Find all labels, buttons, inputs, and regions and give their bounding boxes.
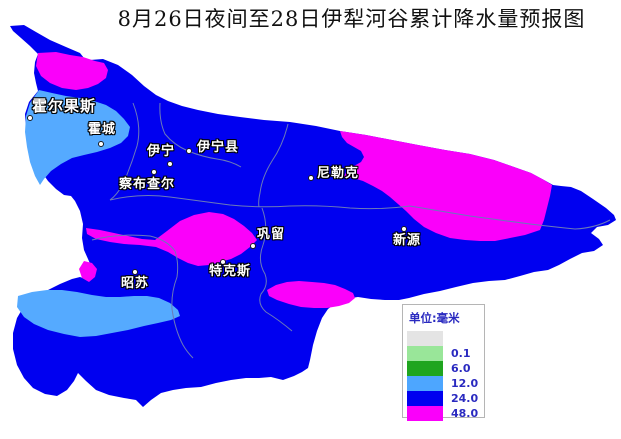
city-label-yiningxian: 伊宁县 [197, 140, 240, 155]
county-boundary-line [91, 234, 194, 359]
city-marker-dot [27, 115, 33, 121]
county-boundaries [91, 102, 611, 359]
city-marker-dot [151, 169, 157, 175]
county-boundary-line [259, 207, 293, 332]
city-marker-dot [186, 148, 192, 154]
legend-swatch-24.0 [407, 391, 443, 406]
city-label-xinyuan: 新源 [393, 233, 422, 248]
city-label-tekesi: 特克斯 [209, 264, 252, 279]
legend-value: 6.0 [451, 362, 471, 375]
city-label-gongliu: 巩留 [257, 227, 286, 242]
city-marker-dot [220, 259, 226, 265]
county-boundary-line [109, 195, 611, 230]
legend-swatch-0.1 [407, 346, 443, 361]
city-markers [27, 115, 407, 275]
legend-row: 12.0 [407, 376, 484, 391]
legend-swatch-6.0 [407, 361, 443, 376]
map-region-48mm-central-band [86, 212, 257, 266]
map-region-48mm-northwest [36, 52, 108, 90]
legend-panel: 单位:毫米 0.1 6.0 12.0 24.0 48.0 [402, 304, 485, 421]
city-label-zhaosu: 昭苏 [121, 276, 150, 291]
city-marker-dot [250, 243, 256, 249]
legend-value: 0.1 [451, 347, 471, 360]
map-region-48mm-northeast [340, 131, 552, 241]
legend-swatch-48.0 [407, 406, 443, 421]
city-label-huoerguosi: 霍尔果斯 [32, 97, 97, 115]
city-marker-dot [167, 161, 173, 167]
map-region-48mm-west-knob [79, 261, 97, 282]
page-title: 8月26日夜间至28日伊犁河谷累计降水量预报图 [117, 7, 586, 31]
legend-row [407, 331, 484, 346]
city-label-nileke: 尼勒克 [317, 166, 360, 181]
legend-row: 6.0 [407, 361, 484, 376]
legend-row: 0.1 [407, 346, 484, 361]
legend-unit-label: 单位:毫米 [409, 311, 460, 325]
city-label-chabuchaer: 察布查尔 [119, 177, 176, 192]
legend-swatch-blank [407, 331, 443, 346]
city-marker-dot [401, 226, 407, 232]
city-marker-dot [308, 175, 314, 181]
map-region-12mm-zhaosu [17, 290, 180, 337]
city-label-yining: 伊宁 [147, 144, 176, 159]
map-region-48mm-tekes-east [267, 281, 355, 308]
legend-value: 24.0 [451, 392, 479, 405]
legend-value: 48.0 [451, 407, 479, 420]
county-boundary-line [109, 102, 140, 201]
legend-value: 12.0 [451, 377, 479, 390]
legend-row: 24.0 [407, 391, 484, 406]
map-region-12mm-khorgos [25, 90, 130, 185]
city-marker-dot [132, 269, 138, 275]
city-label-huocheng: 霍城 [88, 122, 117, 137]
city-marker-dot [98, 141, 104, 147]
legend-row: 48.0 [407, 406, 484, 421]
legend-swatch-12.0 [407, 376, 443, 391]
county-boundary-line [258, 123, 289, 208]
